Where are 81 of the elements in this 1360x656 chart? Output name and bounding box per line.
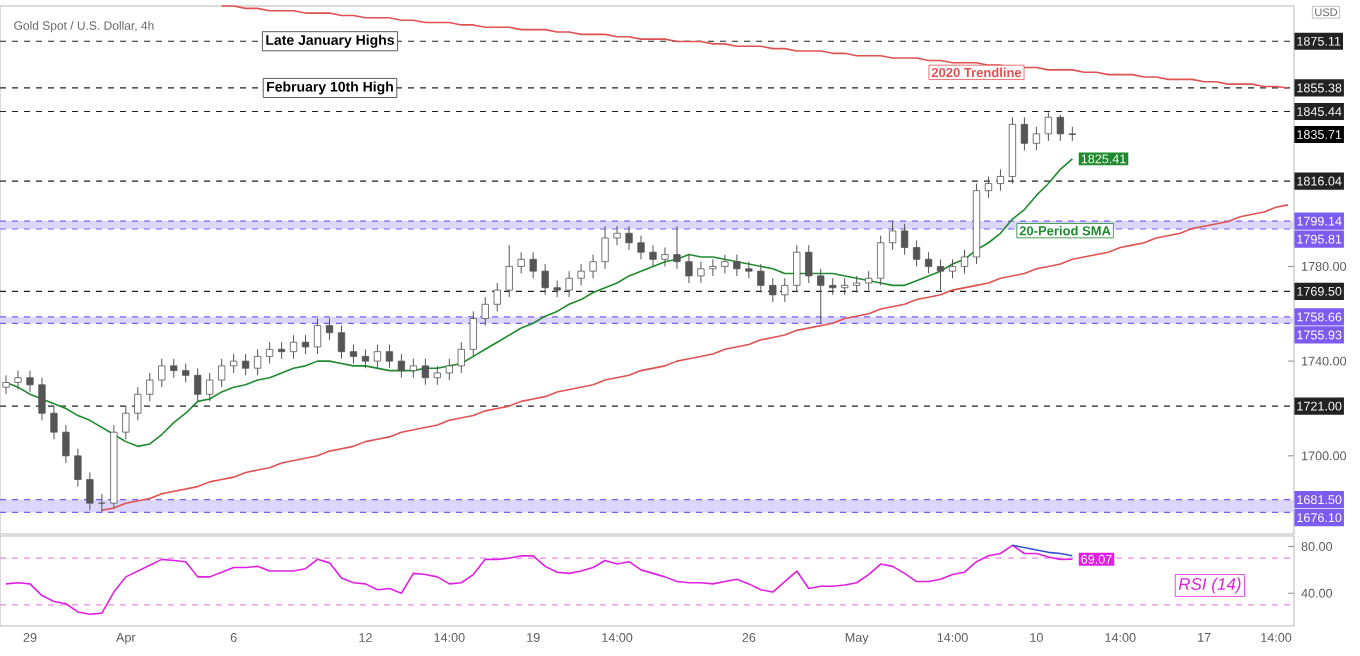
candlestick bbox=[409, 358, 418, 379]
candlestick bbox=[625, 225, 633, 251]
candlestick bbox=[948, 258, 957, 279]
candlestick bbox=[146, 372, 154, 402]
candlestick bbox=[589, 254, 597, 279]
candlestick bbox=[158, 358, 166, 388]
candlestick bbox=[230, 353, 238, 374]
candlestick bbox=[253, 348, 262, 376]
candlestick bbox=[373, 344, 382, 369]
candlestick bbox=[912, 239, 921, 267]
candlestick bbox=[170, 358, 178, 379]
candlestick bbox=[984, 175, 993, 199]
candlestick bbox=[793, 244, 801, 293]
candlestick bbox=[733, 254, 741, 277]
candlestick bbox=[541, 263, 549, 296]
candlestick bbox=[553, 280, 561, 298]
candlestick bbox=[577, 263, 585, 286]
candlestick bbox=[218, 358, 226, 388]
candlestick bbox=[14, 370, 22, 391]
candlestick bbox=[1020, 116, 1029, 151]
candlestick bbox=[565, 270, 573, 298]
candlestick bbox=[865, 270, 873, 291]
candlestick bbox=[2, 374, 10, 395]
candlestick bbox=[38, 377, 46, 421]
candlestick bbox=[265, 341, 274, 364]
candlestick bbox=[421, 358, 429, 386]
candlestick bbox=[122, 405, 130, 440]
candlestick bbox=[685, 254, 693, 284]
candlestick bbox=[242, 353, 250, 376]
candlestick bbox=[301, 334, 310, 355]
candlestick bbox=[601, 225, 609, 270]
candlestick bbox=[517, 251, 525, 275]
candlestick bbox=[457, 341, 465, 374]
candlestick bbox=[769, 277, 777, 303]
candlestick bbox=[721, 254, 729, 275]
candlestick bbox=[637, 235, 645, 260]
candlestick bbox=[493, 282, 501, 312]
candlestick bbox=[445, 358, 453, 381]
candlestick bbox=[649, 244, 657, 267]
candlestick bbox=[936, 258, 945, 291]
candlestick bbox=[469, 310, 477, 357]
candlestick bbox=[996, 168, 1005, 192]
candlestick bbox=[1032, 126, 1041, 151]
candlestick bbox=[433, 365, 441, 386]
candlestick bbox=[134, 386, 142, 421]
candlestick bbox=[74, 448, 82, 488]
candlestick bbox=[1056, 114, 1064, 142]
candlestick bbox=[805, 244, 813, 284]
candlestick bbox=[397, 353, 406, 379]
candlestick bbox=[194, 367, 202, 402]
candlestick bbox=[206, 372, 214, 402]
candlestick bbox=[313, 318, 322, 355]
candlestick bbox=[337, 325, 346, 360]
candlestick bbox=[62, 424, 70, 464]
candlestick bbox=[924, 251, 933, 275]
candlestick bbox=[888, 220, 897, 251]
candlestick bbox=[50, 405, 58, 440]
candlestick bbox=[709, 258, 717, 277]
candlestick bbox=[481, 296, 489, 327]
candlestick bbox=[1044, 112, 1053, 142]
candlestick bbox=[289, 334, 298, 360]
annotation: RSI (14) bbox=[1178, 577, 1241, 594]
candlestick bbox=[385, 344, 394, 369]
candlestick bbox=[697, 261, 705, 284]
candlestick bbox=[505, 244, 513, 298]
candlestick bbox=[349, 344, 358, 364]
candlestick bbox=[529, 251, 537, 279]
candlestick bbox=[757, 263, 765, 293]
candlestick bbox=[86, 471, 94, 511]
candlestick bbox=[673, 225, 681, 270]
candlestick bbox=[325, 318, 334, 341]
candlestick bbox=[877, 235, 885, 286]
candlestick bbox=[781, 277, 789, 303]
candlestick bbox=[900, 223, 909, 256]
candlestick bbox=[361, 348, 370, 369]
candlestick bbox=[613, 225, 621, 246]
candlestick bbox=[960, 249, 969, 275]
candlestick bbox=[182, 362, 190, 383]
candlestick bbox=[26, 370, 34, 393]
candlestick bbox=[817, 268, 825, 324]
candlestick bbox=[661, 246, 669, 267]
